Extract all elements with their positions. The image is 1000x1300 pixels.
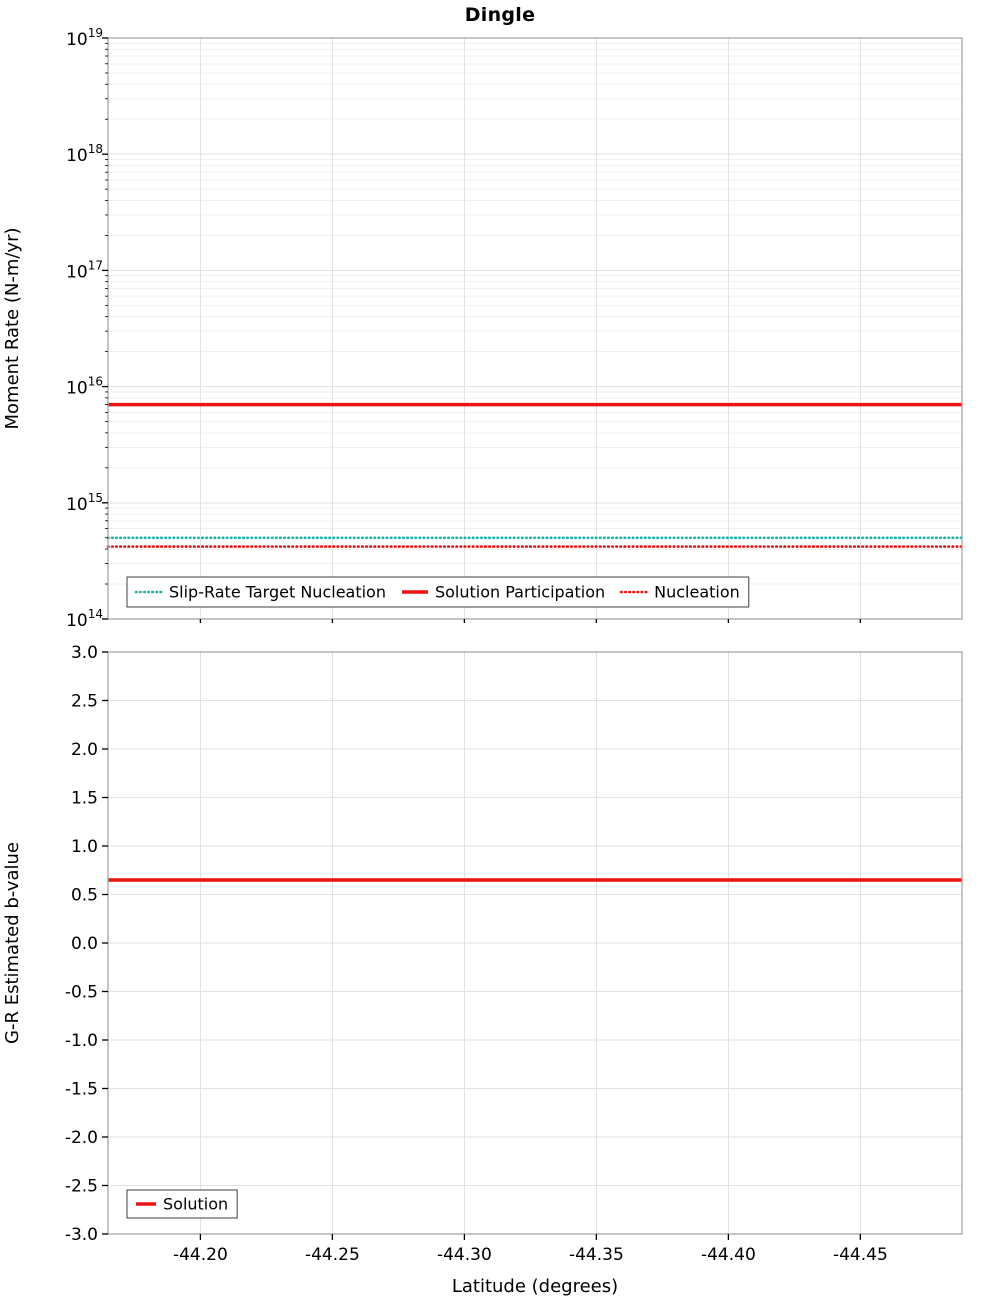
- legend-label-solution: Solution: [163, 1195, 228, 1214]
- legend-label-nucleation: Nucleation: [654, 583, 740, 602]
- legend-item-slip-rate-target-nucleation: Slip-Rate Target Nucleation: [134, 583, 386, 602]
- series-lines: [106, 402, 964, 548]
- y-tick-label: -1.5: [65, 1080, 98, 1100]
- x-axis-ticks: -44.20 -44.25 -44.30 -44.35 -44.40 -44.45: [173, 1234, 888, 1265]
- moment-rate-chart: 1014 1015 1016 1017 1018 1019 Moment Rate (N-m…: [2, 26, 964, 631]
- y-tick-label: -2.5: [65, 1177, 98, 1197]
- y-tick-label: 1019: [66, 26, 103, 50]
- y-tick-label: 1018: [66, 142, 103, 166]
- y-axis-label: Moment Rate (N-m/yr): [2, 228, 23, 430]
- y-tick-label: 0.5: [71, 886, 98, 906]
- y-tick-label: 3.0: [71, 643, 98, 663]
- y-tick-label: 1016: [66, 375, 103, 399]
- legend: Slip-Rate Target Nucleation Solution Part…: [126, 576, 750, 608]
- legend-label-solution-participation: Solution Participation: [435, 583, 605, 602]
- y-tick-label: -0.5: [65, 983, 98, 1003]
- chart-bottom-plot: -3.0 -2.5 -2.0 -1.5 -1.0 -0.5 0.0 0.5 1.0 1.5 2.0 2…: [2, 643, 963, 1297]
- y-tick-label: 1.5: [71, 789, 98, 809]
- y-tick-label: -2.0: [65, 1128, 98, 1148]
- figure-title: Dingle: [464, 4, 536, 26]
- legend-item-solution-participation: Solution Participation: [401, 583, 605, 602]
- y-tick-label: 1014: [66, 607, 103, 631]
- x-axis-ticks: [199, 619, 862, 623]
- y-tick-label: 1017: [66, 258, 103, 282]
- legend-label-slip-rate-target-nucleation: Slip-Rate Target Nucleation: [169, 583, 386, 602]
- y-axis-ticks: 1014 1015 1016 1017 1018 1019: [66, 26, 108, 631]
- y-tick-label: -3.0: [65, 1225, 98, 1245]
- y-tick-label: 0.0: [71, 934, 98, 954]
- y-tick-label: -1.0: [65, 1031, 98, 1051]
- y-axis-label: G-R Estimated b-value: [2, 842, 23, 1044]
- chart-top-plot: 1014 1015 1016 1017 1018 1019 Moment Rate (N-m…: [2, 26, 964, 631]
- plot-background: [108, 38, 962, 619]
- y-axis-ticks: -3.0 -2.5 -2.0 -1.5 -1.0 -0.5 0.0 0.5 1.0 1.5 2.0 2…: [65, 643, 108, 1245]
- x-tick-label: -44.20: [173, 1245, 228, 1265]
- x-tick-label: -44.45: [833, 1245, 888, 1265]
- y-tick-label: 1.0: [71, 837, 98, 857]
- y-tick-label: 2.5: [71, 692, 98, 712]
- x-tick-label: -44.35: [569, 1245, 624, 1265]
- legend-item-solution: Solution: [136, 1195, 228, 1214]
- x-axis-label: Latitude (degrees): [452, 1276, 618, 1297]
- legend: Solution: [126, 1189, 238, 1219]
- b-value-chart: -3.0 -2.5 -2.0 -1.5 -1.0 -0.5 0.0 0.5 1.0 1.5 2.0 2…: [2, 643, 963, 1297]
- x-tick-label: -44.30: [437, 1245, 492, 1265]
- x-tick-label: -44.40: [701, 1245, 756, 1265]
- y-tick-label: 1015: [66, 491, 103, 515]
- y-tick-label: 2.0: [71, 740, 98, 760]
- legend-item-nucleation: Nucleation: [619, 583, 740, 602]
- x-tick-label: -44.25: [305, 1245, 360, 1265]
- plot-border: [107, 37, 963, 620]
